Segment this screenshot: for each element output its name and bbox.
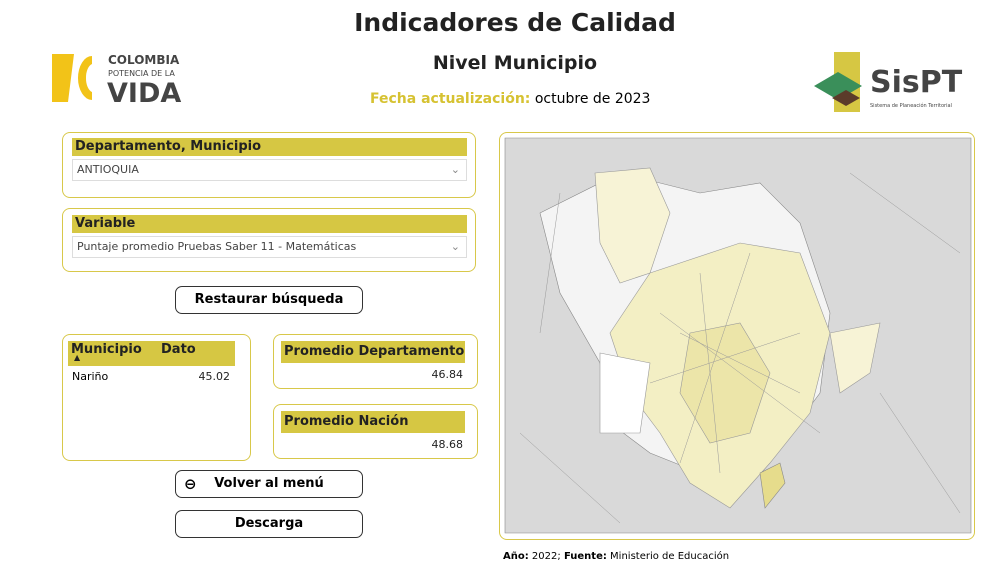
colombia-logo: COLOMBIA POTENCIA DE LA VIDA [52, 53, 181, 108]
logo-text: POTENCIA DE LA [108, 69, 175, 78]
year: 2022; [531, 551, 561, 562]
logo-text: VIDA [107, 78, 181, 108]
logo-text: COLOMBIA [108, 53, 180, 67]
sispt-logo: SisPT Sistema de Planeación Territorial [814, 52, 963, 112]
dropdown-value: ANTIOQUIA [77, 163, 139, 176]
date-label: Fecha actualización: [370, 91, 531, 107]
map-panel [499, 132, 975, 540]
reset-button[interactable]: Restaurar búsqueda [175, 286, 363, 314]
year-label: Año: [503, 551, 529, 562]
filter-label: Departamento, Municipio [72, 138, 467, 156]
date-value: octubre de 2023 [534, 91, 651, 107]
back-button[interactable]: ⊖ Volver al menú [175, 470, 363, 498]
update-date: Fecha actualización: octubre de 2023 [370, 91, 650, 107]
filter-panel: Departamento, Municipio ANTIOQUIA ⌄ [62, 132, 476, 198]
card-title: Promedio Departamento [281, 341, 465, 363]
card-value: 48.68 [431, 438, 464, 451]
column-header: Municipio [71, 342, 142, 357]
table-cell: 45.02 [198, 370, 231, 383]
title: Indicadores de Calidad [354, 8, 676, 37]
button-label: Volver al menú [214, 476, 324, 491]
table-cell: Nariño [72, 370, 109, 383]
card: Promedio Nación 48.68 [273, 404, 478, 459]
dropdown-value: Puntaje promedio Pruebas Saber 11 - Mate… [77, 240, 357, 253]
card-value: 46.84 [431, 368, 464, 381]
map [504, 137, 972, 534]
back-icon: ⊖ [184, 475, 197, 493]
dropdown[interactable]: ANTIOQUIA ⌄ [72, 159, 467, 181]
column-header: Dato [161, 342, 196, 357]
source: Ministerio de Educación [610, 551, 730, 562]
download-button[interactable]: Descarga [175, 510, 363, 538]
subtitle: Nivel Municipio [432, 52, 598, 74]
source-label: Fuente: [563, 551, 607, 562]
dropdown[interactable]: Puntaje promedio Pruebas Saber 11 - Mate… [72, 236, 467, 258]
logo-text: Sistema de Planeación Territorial [870, 102, 952, 109]
table-panel: Municipio Dato ▲ Nariño 45.02 [62, 334, 251, 461]
logo-text: SisPT [870, 65, 963, 100]
footer: Año: 2022; Fuente: Ministerio de Educaci… [499, 547, 975, 569]
card-title: Promedio Nación [281, 411, 465, 433]
card: Promedio Departamento 46.84 [273, 334, 478, 389]
table-header: Municipio Dato ▲ [68, 341, 235, 366]
filter-panel: Variable Puntaje promedio Pruebas Saber … [62, 208, 476, 272]
filter-label: Variable [72, 215, 467, 233]
